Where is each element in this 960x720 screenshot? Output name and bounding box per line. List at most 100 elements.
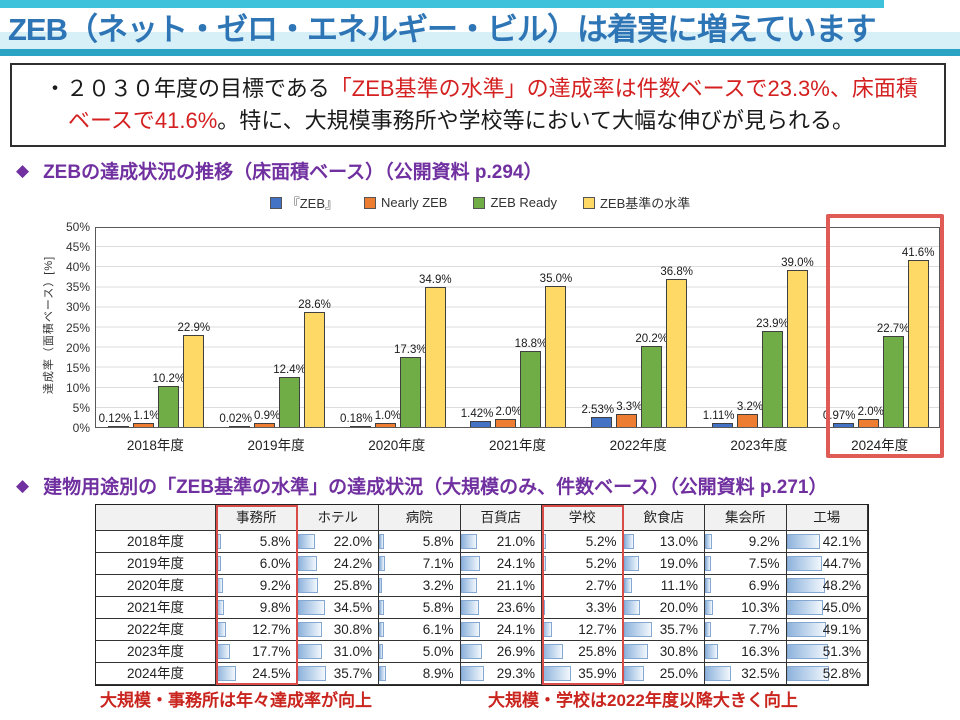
bar-Nearly ZEB: 2.0% xyxy=(495,406,522,427)
header-title-band xyxy=(0,32,960,49)
bar-value-label: 3.3% xyxy=(616,400,643,413)
table-cell: 9.2% xyxy=(705,531,787,553)
legend-swatch-icon xyxy=(582,196,595,209)
cell-databar xyxy=(216,622,227,637)
cell-value: 6.0% xyxy=(259,556,291,571)
bar-value-label: 34.9% xyxy=(418,273,452,286)
table-cell: 52.8% xyxy=(786,663,868,685)
legend-item: 『ZEB』 xyxy=(269,193,338,212)
cell-databar xyxy=(460,600,480,615)
cell-databar xyxy=(216,666,236,681)
zeb-trend-chart: 『ZEB』 Nearly ZEB ZEB Ready ZEB基準の水準 達成率（面積ベ… xyxy=(0,190,960,465)
bar-group-2022年度: 2.53% 3.3% 20.2% 36.8% xyxy=(579,226,700,427)
y-tick-label: 45% xyxy=(65,240,90,255)
legend-label: ZEB Ready xyxy=(490,195,557,210)
table-cell: 7.5% xyxy=(705,553,787,575)
table-cell: 24.5% xyxy=(216,663,298,685)
cell-databar xyxy=(379,644,384,659)
cell-databar xyxy=(379,600,384,615)
cell-databar xyxy=(297,622,323,637)
section1-title: ZEBの達成状況の推移（床面積ベース）（公開資料 p.294） xyxy=(43,162,543,183)
x-tick-label: 2019年度 xyxy=(247,438,305,453)
bar-value-label: 2.53% xyxy=(581,403,615,416)
legend-item: Nearly ZEB xyxy=(364,193,447,212)
cell-value: 23.6% xyxy=(496,600,535,615)
bar-ZEB Ready: 12.4% xyxy=(273,364,306,427)
table-header-工場: 工場 xyxy=(786,505,868,531)
cell-value: 5.8% xyxy=(422,534,454,549)
table-header-事務所: 事務所 xyxy=(216,505,298,531)
table-header-集会所: 集会所 xyxy=(705,505,787,531)
bar-value-label: 22.9% xyxy=(177,321,211,334)
cell-value: 21.0% xyxy=(496,534,535,549)
table-cell: 21.1% xyxy=(460,575,542,597)
cell-databar xyxy=(297,556,317,571)
cell-value: 45.0% xyxy=(822,600,861,615)
cell-databar xyxy=(460,666,485,681)
table-cell: 24.1% xyxy=(460,619,542,641)
cell-value: 30.8% xyxy=(659,644,698,659)
table-cell: 35.7% xyxy=(297,663,379,685)
bar-value-label: 39.0% xyxy=(781,257,814,270)
diamond-bullet-icon: ◆ xyxy=(16,475,30,495)
table-cell: 5.8% xyxy=(379,531,461,553)
cell-value: 7.7% xyxy=(748,622,780,637)
cell-value: 9.8% xyxy=(259,600,291,615)
bar-value-label: 2.0% xyxy=(495,405,522,418)
table-cell: 26.9% xyxy=(460,641,542,663)
cell-value: 9.2% xyxy=(748,534,780,549)
bar-value-label: 2.0% xyxy=(857,405,884,418)
bar-『ZEB』: 0.12% xyxy=(99,413,131,427)
x-tick-label: 2021年度 xyxy=(488,438,547,453)
cell-value: 16.3% xyxy=(741,644,780,659)
cell-databar xyxy=(460,534,478,549)
cell-databar xyxy=(542,534,547,549)
cell-value: 13.0% xyxy=(659,534,698,549)
y-tick-label: 50% xyxy=(65,220,90,234)
table-cell: 49.1% xyxy=(786,619,868,641)
x-tick-label: 2020年度 xyxy=(368,438,426,453)
bar-ZEB Ready: 20.2% xyxy=(635,333,668,427)
cell-databar xyxy=(216,578,224,593)
cell-databar xyxy=(786,578,826,593)
table-cell: 21.0% xyxy=(460,531,542,553)
table-cell: 51.3% xyxy=(786,641,868,663)
bar-『ZEB』: 0.02% xyxy=(219,413,252,427)
page-title: ZEB（ネット・ゼロ・エネルギー・ビル）は着実に増えています xyxy=(8,12,876,47)
y-tick-label: 30% xyxy=(65,300,90,315)
cell-databar xyxy=(297,600,326,615)
table-cell: 29.3% xyxy=(460,663,542,685)
table-cell: 5.0% xyxy=(379,641,461,663)
cell-value: 25.8% xyxy=(578,644,617,659)
x-tick-label: 2024年度 xyxy=(851,438,909,453)
cell-value: 10.3% xyxy=(741,600,780,615)
bar-group-2019年度: 0.02% 0.9% 12.4% 28.6% xyxy=(217,226,338,427)
cell-databar xyxy=(623,534,634,549)
cell-value: 24.5% xyxy=(252,666,291,681)
summary-segment: ・２０３０年度の目標である xyxy=(44,76,330,101)
table-header-year xyxy=(96,505,216,531)
bar-value-label: 1.0% xyxy=(374,409,401,422)
table-header-学校: 学校 xyxy=(542,505,624,531)
annotation-school: 大規模・学校は2022年度以降大きく向上 xyxy=(488,691,798,710)
summary-segment: 。特に、大規模事務所や学校等において大幅な伸びが見られる。 xyxy=(217,107,854,133)
bar-value-label: 23.9% xyxy=(756,317,789,330)
legend-label: Nearly ZEB xyxy=(381,195,448,210)
cell-databar xyxy=(786,600,823,615)
cell-value: 51.3% xyxy=(822,644,861,659)
table-cell: 5.2% xyxy=(542,531,624,553)
cell-value: 7.1% xyxy=(422,556,454,571)
x-tick-label: 2018年度 xyxy=(126,438,184,453)
header-title-rule xyxy=(0,49,960,56)
cell-value: 32.5% xyxy=(741,666,780,681)
bar-value-label: 1.11% xyxy=(702,409,735,422)
bar-value-label: 1.42% xyxy=(460,408,494,421)
y-tick-label: 5% xyxy=(72,400,90,415)
legend-swatch-icon xyxy=(473,196,486,209)
bar-Nearly ZEB: 1.1% xyxy=(133,410,160,427)
bar-value-label: 0.18% xyxy=(340,413,373,425)
table-cell: 24.1% xyxy=(460,553,542,575)
table-cell: 42.1% xyxy=(786,531,868,553)
cell-databar xyxy=(705,556,712,571)
cell-databar xyxy=(786,644,828,659)
